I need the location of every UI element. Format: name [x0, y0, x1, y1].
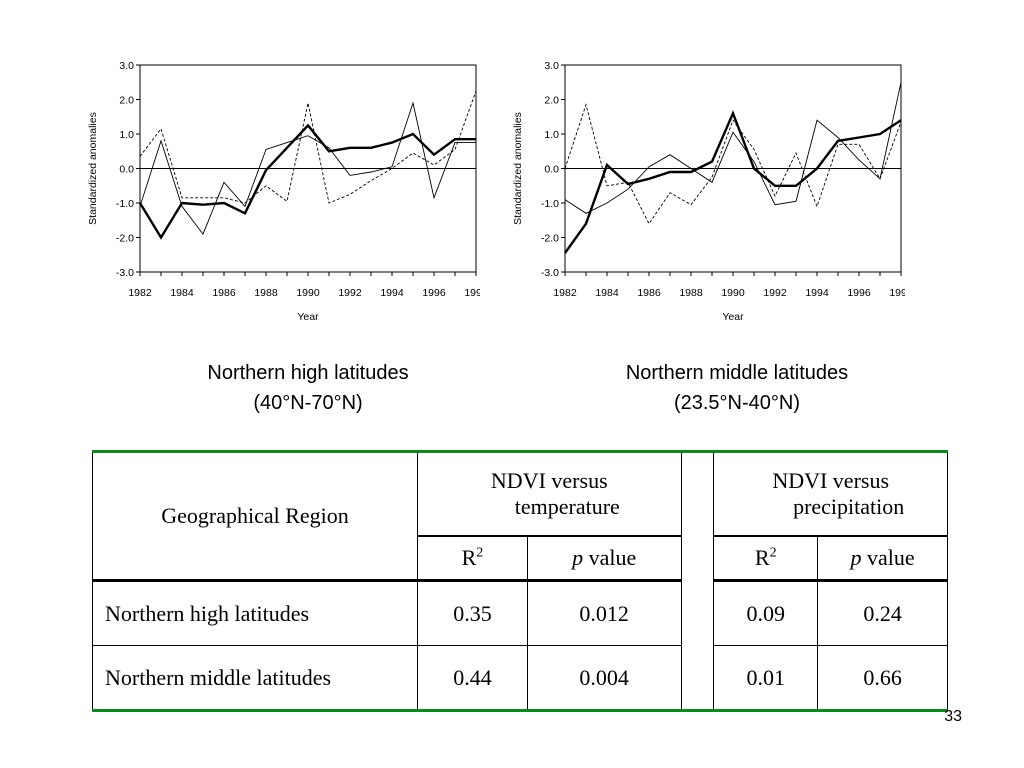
y-tick-label: -1.0 [541, 198, 559, 210]
y-tick-label: 2.0 [119, 95, 134, 107]
row-precip-r2: 0.09 [713, 580, 819, 646]
header-precip-r2: R2 [713, 535, 819, 581]
p-label: p [850, 545, 862, 570]
header-precip-line1: NDVI versus [772, 468, 890, 493]
row-temp-r2: 0.35 [417, 580, 528, 646]
caption-left-line2: (40°N-70°N) [253, 392, 363, 414]
y-tick-label: -2.0 [541, 233, 559, 245]
row-region: Northern middle latitudes [91, 645, 419, 711]
row-region: Northern high latitudes [91, 580, 419, 646]
y-tick-label: 1.0 [544, 129, 559, 141]
row-precip-p: 0.24 [817, 580, 948, 646]
x-axis-label: Year [722, 311, 744, 323]
header-geographical-region: Geographical Region [91, 451, 419, 581]
row-temp-p: 0.004 [526, 645, 682, 711]
header-precip-p-value: p value [817, 535, 948, 581]
y-tick-label: 0.0 [544, 164, 559, 176]
table-row: Northern middle latitudes 0.44 0.004 0.0… [91, 645, 948, 711]
x-tick-label: 1992 [763, 287, 787, 299]
x-tick-label: 1990 [721, 287, 745, 299]
header-ndvi-temperature: NDVI versus temperature [417, 451, 682, 537]
p-label-rest: value [583, 545, 637, 570]
table-gap-column [680, 451, 715, 711]
y-tick-label: 3.0 [544, 60, 559, 72]
x-tick-label: 1984 [170, 287, 194, 299]
x-tick-label: 1992 [338, 287, 362, 299]
x-tick-label: 1990 [296, 287, 320, 299]
y-axis-label: Standardized anomalies [512, 112, 524, 225]
correlation-table: Geographical Region NDVI versus temperat… [91, 450, 948, 712]
y-tick-label: 1.0 [119, 129, 134, 141]
x-tick-label: 1998 [464, 287, 480, 299]
p-label-rest: value [861, 545, 915, 570]
x-tick-label: 1994 [805, 287, 829, 299]
x-tick-label: 1988 [679, 287, 703, 299]
header-temp-r2: R2 [417, 535, 528, 581]
x-tick-label: 1996 [847, 287, 871, 299]
y-tick-label: 0.0 [119, 164, 134, 176]
header-temp-line1: NDVI versus [490, 468, 608, 493]
r2-superscript: 2 [769, 545, 777, 561]
x-tick-label: 1984 [595, 287, 619, 299]
series-line-thin [139, 101, 476, 236]
x-tick-label: 1988 [254, 287, 278, 299]
y-tick-label: 2.0 [544, 95, 559, 107]
chart-svg-left: -3.0 -2.0 -1.0 0.0 1.0 2.0 3.0 1982 1984 1986 1988… [87, 60, 480, 323]
chart-northern-high-latitudes: -3.0 -2.0 -1.0 0.0 1.0 2.0 3.0 1982 1984 1986 1988… [80, 52, 480, 332]
header-temp-p-value: p value [526, 535, 682, 581]
table-subheader-row: R2 p value R2 p value [92, 535, 948, 581]
series-line-thin [564, 82, 902, 214]
slide-number: 33 [944, 708, 962, 725]
x-tick-label: 1982 [553, 287, 577, 299]
caption-northern-middle-latitudes: Northern middle latitudes (23.5°N-40°N) [557, 358, 917, 418]
y-tick-label: -3.0 [541, 267, 559, 279]
header-temp-line2: temperature [514, 494, 620, 519]
caption-right-line1: Northern middle latitudes [625, 362, 849, 384]
row-precip-p: 0.66 [817, 645, 948, 711]
x-axis-label: Year [297, 311, 319, 323]
caption-right-line2: (23.5°N-40°N) [673, 392, 801, 414]
y-tick-label: -3.0 [116, 267, 134, 279]
caption-left-line1: Northern high latitudes [207, 362, 409, 384]
x-tick-label: 1986 [637, 287, 661, 299]
table-row: Northern high latitudes 0.35 0.012 0.09 … [91, 580, 948, 646]
p-label: p [572, 545, 584, 570]
header-precip-line2: precipitation [793, 494, 905, 519]
x-tick-label: 1982 [128, 287, 152, 299]
row-temp-p: 0.012 [526, 580, 682, 646]
x-tick-label: 1994 [380, 287, 404, 299]
y-tick-label: 3.0 [119, 60, 134, 72]
y-tick-label: -2.0 [116, 233, 134, 245]
series-line-dashed [564, 103, 902, 225]
caption-northern-high-latitudes: Northern high latitudes (40°N-70°N) [128, 358, 488, 418]
y-tick-label: -1.0 [116, 198, 134, 210]
series-line-thick [138, 123, 476, 240]
header-ndvi-precipitation: NDVI versus precipitation [713, 451, 948, 537]
series-line-dashed [139, 90, 477, 204]
r2-label: R [754, 545, 770, 570]
x-tick-label: 1996 [422, 287, 446, 299]
row-precip-r2: 0.01 [713, 645, 819, 711]
r2-superscript: 2 [476, 545, 484, 561]
chart-svg-right: -3.0 -2.0 -1.0 0.0 1.0 2.0 3.0 1982 1984 1986 1988… [512, 60, 905, 323]
x-tick-label: 1998 [889, 287, 905, 299]
row-temp-r2: 0.44 [417, 645, 528, 711]
series-line-thick [564, 110, 902, 254]
chart-northern-middle-latitudes: -3.0 -2.0 -1.0 0.0 1.0 2.0 3.0 1982 1984 1986 1988… [505, 52, 905, 332]
x-tick-label: 1986 [212, 287, 236, 299]
y-axis-label: Standardized anomalies [87, 112, 99, 225]
r2-label: R [461, 545, 477, 570]
table-header-row: Geographical Region NDVI versus temperat… [91, 451, 948, 711]
